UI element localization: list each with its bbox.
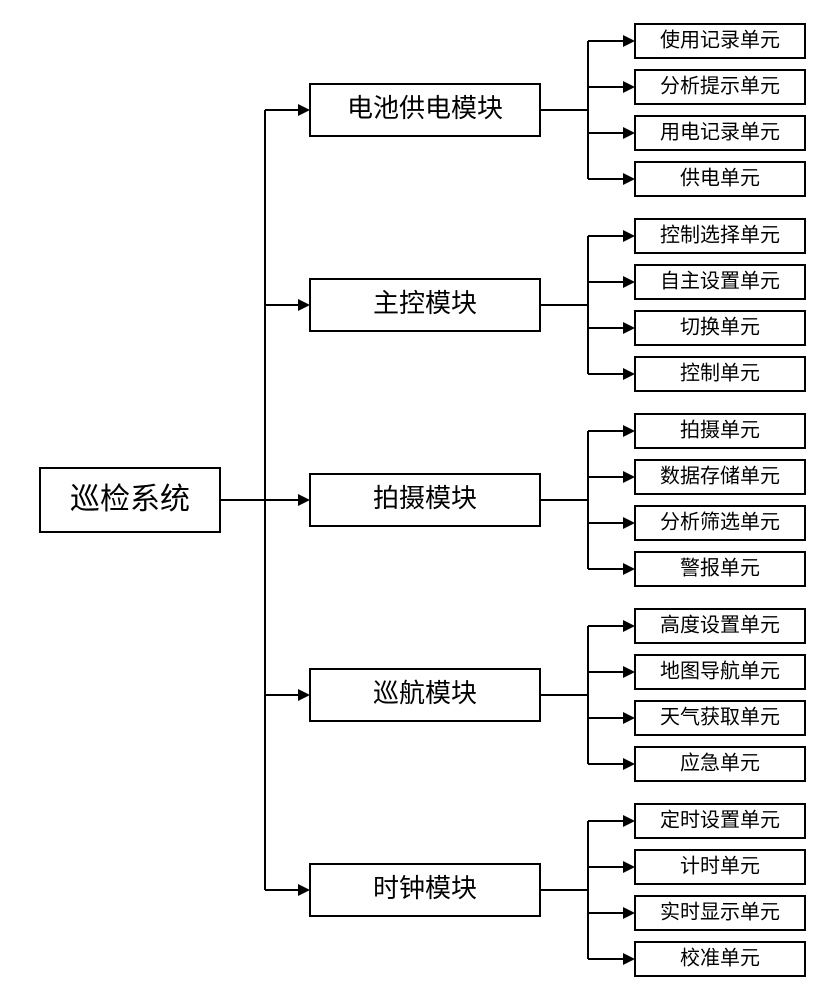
leaf-label: 分析筛选单元 [660,511,780,534]
leaf-label: 地图导航单元 [660,660,780,683]
leaf-label: 使用记录单元 [660,29,780,52]
root-label: 巡检系统 [70,483,190,516]
leaf-label: 校准单元 [680,947,760,970]
tree-diagram: 巡检系统 电池供电模块 使用记录单元分析提示单元用电记录单元供电单元主控模块 控制选择… [0,0,838,1000]
leaf-label: 数据存储单元 [660,465,780,488]
leaf-label: 控制单元 [680,362,760,385]
leaf-label: 定时设置单元 [660,809,780,832]
leaf-label: 切换单元 [680,316,760,339]
module-label: 主控模块 [373,289,477,318]
leaf-label: 自主设置单元 [660,270,780,293]
leaf-label: 供电单元 [680,167,760,190]
leaf-label: 分析提示单元 [660,75,780,98]
leaf-label: 计时单元 [680,855,760,878]
module-label: 电池供电模块 [347,94,503,123]
leaf-label: 拍摄单元 [680,419,760,442]
module-label: 巡航模块 [373,679,477,708]
leaf-label: 高度设置单元 [660,614,780,637]
leaf-label: 用电记录单元 [660,121,780,144]
module-label: 拍摄模块 [373,484,477,513]
module-label: 时钟模块 [373,874,477,903]
leaf-label: 天气获取单元 [660,706,780,729]
leaf-label: 控制选择单元 [660,224,780,247]
leaf-label: 应急单元 [680,752,760,775]
leaf-label: 警报单元 [680,557,760,580]
leaf-label: 实时显示单元 [660,901,780,924]
